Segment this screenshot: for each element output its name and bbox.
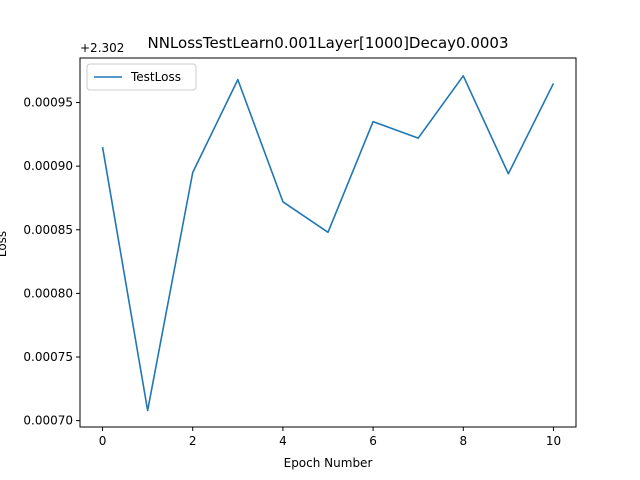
y-tick-label: 0.00075 [23,350,73,364]
y-tick-label: 0.00085 [23,223,73,237]
x-axis-label: Epoch Number [284,456,373,470]
y-tick-label: 0.00080 [23,286,73,300]
y-axis-ticks: 0.00070 0.00075 0.00080 0.00085 0.00090 0.000… [23,96,80,428]
x-tick-label: 4 [279,434,287,448]
x-tick-label: 6 [369,434,377,448]
y-axis-label: Loss [0,231,9,257]
y-tick-label: 0.00070 [23,414,73,428]
legend-entry-testloss: TestLoss [130,70,181,84]
x-tick-label: 8 [459,434,467,448]
x-tick-label: 2 [189,434,197,448]
legend: TestLoss [86,63,197,91]
y-tick-label: 0.00095 [23,96,73,110]
series-line-testloss [101,75,555,412]
y-tick-label: 0.00090 [23,159,73,173]
x-axis-ticks: 0 2 4 6 8 10 [99,427,561,448]
x-tick-label: 10 [546,434,561,448]
plot-frame [79,57,577,428]
x-tick-label: 0 [99,434,107,448]
legend-box [86,63,197,91]
chart-title: NNLossTestLearn0.001Layer[1000]Decay0.00… [147,34,508,52]
y-offset-label: +2.302 [80,41,124,55]
